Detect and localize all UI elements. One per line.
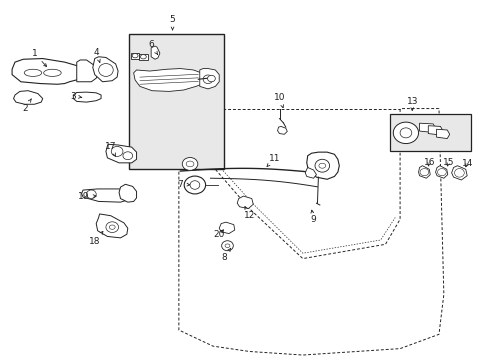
Ellipse shape: [182, 157, 198, 170]
Text: 4: 4: [93, 48, 100, 62]
Polygon shape: [151, 46, 160, 59]
Text: 20: 20: [213, 230, 224, 239]
Text: 14: 14: [461, 159, 472, 168]
Polygon shape: [316, 166, 324, 176]
Ellipse shape: [399, 128, 411, 138]
Polygon shape: [435, 166, 447, 178]
Text: 17: 17: [105, 141, 116, 156]
Text: 12: 12: [243, 207, 255, 220]
Polygon shape: [12, 59, 86, 84]
Bar: [130, 53, 139, 59]
Text: 6: 6: [148, 40, 157, 55]
Polygon shape: [306, 152, 339, 179]
Polygon shape: [77, 60, 99, 82]
Bar: [139, 54, 147, 60]
Text: 9: 9: [310, 210, 316, 224]
Polygon shape: [451, 166, 466, 180]
Bar: [389, 114, 469, 152]
Text: 7: 7: [177, 180, 189, 189]
Text: 8: 8: [221, 248, 230, 262]
Ellipse shape: [109, 225, 115, 229]
Ellipse shape: [122, 152, 132, 159]
Bar: [128, 33, 223, 169]
Polygon shape: [436, 129, 449, 139]
Ellipse shape: [86, 190, 96, 199]
Ellipse shape: [140, 55, 146, 59]
Polygon shape: [200, 68, 219, 89]
Text: 1: 1: [32, 49, 46, 67]
Text: 13: 13: [406, 97, 417, 111]
Text: 3: 3: [70, 91, 81, 100]
Ellipse shape: [437, 168, 446, 176]
Ellipse shape: [99, 64, 113, 76]
Ellipse shape: [190, 181, 200, 189]
Ellipse shape: [24, 69, 41, 76]
Ellipse shape: [318, 163, 325, 168]
Text: 11: 11: [266, 154, 280, 166]
Ellipse shape: [221, 241, 233, 251]
Text: 15: 15: [442, 158, 453, 167]
Ellipse shape: [207, 75, 215, 82]
Polygon shape: [219, 222, 234, 234]
Ellipse shape: [419, 168, 428, 176]
Ellipse shape: [392, 122, 418, 144]
Text: 18: 18: [89, 231, 102, 246]
Ellipse shape: [132, 54, 138, 58]
Polygon shape: [14, 91, 42, 104]
Polygon shape: [96, 214, 127, 238]
Polygon shape: [81, 189, 131, 202]
Text: 2: 2: [22, 99, 31, 113]
Ellipse shape: [184, 176, 205, 194]
Polygon shape: [305, 167, 316, 178]
Text: 10: 10: [273, 93, 285, 108]
Text: 16: 16: [423, 158, 434, 167]
Text: 19: 19: [78, 192, 96, 201]
Polygon shape: [419, 123, 435, 132]
Polygon shape: [133, 68, 207, 91]
Text: 5: 5: [169, 15, 175, 30]
Ellipse shape: [186, 161, 194, 167]
Polygon shape: [93, 57, 118, 82]
Polygon shape: [237, 196, 253, 208]
Ellipse shape: [203, 75, 212, 84]
Ellipse shape: [314, 159, 329, 172]
Polygon shape: [427, 126, 442, 135]
Polygon shape: [106, 144, 136, 163]
Ellipse shape: [106, 222, 118, 233]
Polygon shape: [119, 184, 136, 202]
Ellipse shape: [224, 244, 229, 248]
Polygon shape: [418, 166, 429, 178]
Ellipse shape: [454, 168, 463, 177]
Polygon shape: [277, 126, 287, 134]
Ellipse shape: [111, 147, 122, 157]
Ellipse shape: [43, 69, 61, 76]
Polygon shape: [73, 92, 101, 102]
